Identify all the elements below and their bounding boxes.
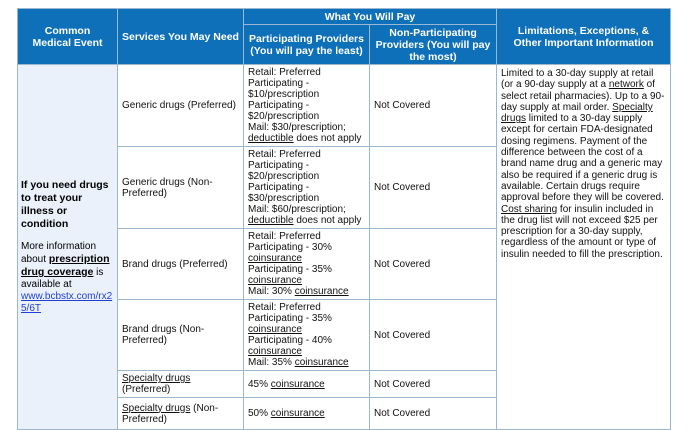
participating-cell: Retail: Preferred Participating - $20/pr… (243, 146, 370, 229)
limitations-cell: Limited to a 30-day supply at retail (or… (496, 64, 671, 430)
non-participating-value: Not Covered (374, 329, 431, 341)
event-title: If you need drugs to treat your illness … (21, 179, 109, 230)
prescription-drug-coverage-link[interactable]: prescription drug coverage (21, 253, 110, 278)
header-limitations: Limitations, Exceptions, & Other Importa… (496, 8, 671, 65)
non-participating-cell: Not Covered (369, 397, 497, 430)
text-segment: Mail: $60/prescription; (248, 204, 346, 215)
non-participating-cell: Not Covered (369, 228, 497, 300)
text-segment: Participating - $30/prescription (248, 182, 320, 204)
header-participating: Participating Providers (You will pay th… (243, 24, 370, 65)
participating-cell: Retail: Preferred Participating - $10/pr… (243, 64, 370, 147)
non-participating-value: Not Covered (374, 100, 431, 111)
text-segment: Limited to a 30-day supply at retail (or… (501, 68, 654, 91)
text-segment: for insulin included in the drug list wi… (501, 203, 663, 260)
header-participating-text: Participating Providers (You will pay th… (249, 32, 364, 57)
glossary-term-link[interactable]: coinsurance (270, 378, 325, 390)
glossary-term-link[interactable]: Cost sharing (501, 203, 558, 215)
service-cell: Generic drugs (Preferred) (117, 64, 244, 147)
glossary-term-link[interactable]: Specialty drugs (501, 101, 653, 125)
header-common-event: Common Medical Event (17, 8, 118, 65)
table-row: Brand drugs (Preferred) Retail: Preferre… (18, 228, 671, 300)
text-segment: 50% (248, 408, 271, 419)
text-segment: Retail: Preferred Participating - 35% (248, 302, 332, 324)
service-label: Brand drugs (Non-Preferred) (122, 324, 205, 346)
header-services: Services You May Need (117, 8, 244, 65)
table-row: If you need drugs to treat your illness … (17, 64, 671, 430)
benefits-table: Common Medical Event Services You May Ne… (17, 8, 671, 430)
service-label: (Preferred) (122, 384, 171, 395)
non-participating-value: Not Covered (374, 408, 431, 419)
header-limitations-text: Limitations, Exceptions, & Other Importa… (513, 24, 654, 49)
glossary-term-link[interactable]: coinsurance (294, 357, 349, 368)
text-segment: Retail: Preferred Participating - $20/pr… (248, 149, 321, 182)
non-participating-cell: Not Covered (369, 146, 497, 229)
text-segment: of select retail pharmacies). Up to a 90… (501, 79, 665, 113)
glossary-term-link[interactable]: network (608, 79, 644, 91)
specialty-drugs-link[interactable]: Specialty drugs (122, 402, 191, 414)
service-label: Generic drugs (Preferred) (122, 100, 236, 111)
service-cell: Generic drugs (Non-Preferred) (117, 146, 244, 229)
glossary-term-link[interactable]: coinsurance (248, 275, 302, 286)
text-segment: Retail: Preferred Participating - $10/pr… (248, 67, 321, 100)
non-participating-value: Not Covered (374, 378, 431, 390)
non-participating-value: Not Covered (374, 258, 431, 270)
text-segment: does not apply (293, 215, 362, 226)
bcbstx-url-link[interactable]: www.bcbstx.com/rx25/6T (21, 291, 113, 314)
header-services-text: Services You May Need (122, 30, 239, 43)
service-label: Brand drugs (Preferred) (122, 258, 228, 270)
glossary-term-link[interactable]: coinsurance (248, 253, 302, 264)
text-segment: Retail: Preferred Participating - 30% (248, 231, 332, 253)
text-segment: Participating - 35% (248, 264, 332, 275)
text-segment: Participating - $20/prescription (248, 100, 320, 122)
text-segment: Mail: 30% (248, 286, 295, 297)
common-event-cell: If you need drugs to treat your illness … (17, 64, 118, 430)
non-participating-cell: Not Covered (369, 370, 497, 398)
header-common-event-text: Common Medical Event (32, 24, 103, 49)
header-non-participating: Non-Participating Providers (You will pa… (369, 24, 497, 65)
header-what-you-pay-text: What You Will Pay (324, 10, 416, 23)
service-cell: Specialty drugs (Preferred) (117, 370, 244, 398)
text-segment: Mail: $30/prescription; (248, 122, 346, 133)
service-cell: Specialty drugs (Non-Preferred) (117, 397, 244, 430)
event-more-info: More information about prescription drug… (21, 241, 113, 314)
specialty-drugs-link[interactable]: Specialty drugs (122, 373, 191, 384)
participating-cell: Retail: Preferred Participating - 35% co… (243, 299, 370, 371)
glossary-term-link[interactable]: coinsurance (248, 346, 302, 357)
glossary-term-link[interactable]: coinsurance (294, 286, 349, 297)
glossary-term-link[interactable]: coinsurance (248, 324, 302, 335)
text-segment: 45% (248, 378, 271, 390)
service-cell: Brand drugs (Preferred) (117, 228, 244, 300)
text-segment: does not apply (293, 133, 362, 144)
header-non-participating-text: Non-Participating Providers (You will pa… (375, 26, 491, 63)
service-cell: Brand drugs (Non-Preferred) (117, 299, 244, 371)
text-segment: Participating - 40% (248, 335, 332, 346)
participating-cell: 50% coinsurance (243, 397, 370, 430)
table-row: Specialty drugs (Preferred) 45% coinsura… (18, 370, 671, 398)
glossary-term-link[interactable]: deductible (248, 133, 294, 144)
text-segment: limited to a 30-day supply except for ce… (501, 113, 664, 204)
non-participating-cell: Not Covered (369, 64, 497, 147)
header-what-you-pay: What You Will Pay (243, 8, 497, 25)
text-segment: Mail: 35% (248, 357, 295, 368)
glossary-term-link[interactable]: deductible (248, 215, 294, 226)
glossary-term-link[interactable]: coinsurance (270, 408, 325, 419)
service-label: Generic drugs (Non-Preferred) (122, 176, 213, 199)
table-row: Generic drugs (Non-Preferred) Retail: Pr… (18, 146, 671, 229)
participating-cell: Retail: Preferred Participating - 30% co… (243, 228, 370, 300)
participating-cell: 45% coinsurance (243, 370, 370, 398)
table-row: Brand drugs (Non-Preferred) Retail: Pref… (18, 299, 671, 371)
non-participating-value: Not Covered (374, 182, 431, 193)
non-participating-cell: Not Covered (369, 299, 497, 371)
